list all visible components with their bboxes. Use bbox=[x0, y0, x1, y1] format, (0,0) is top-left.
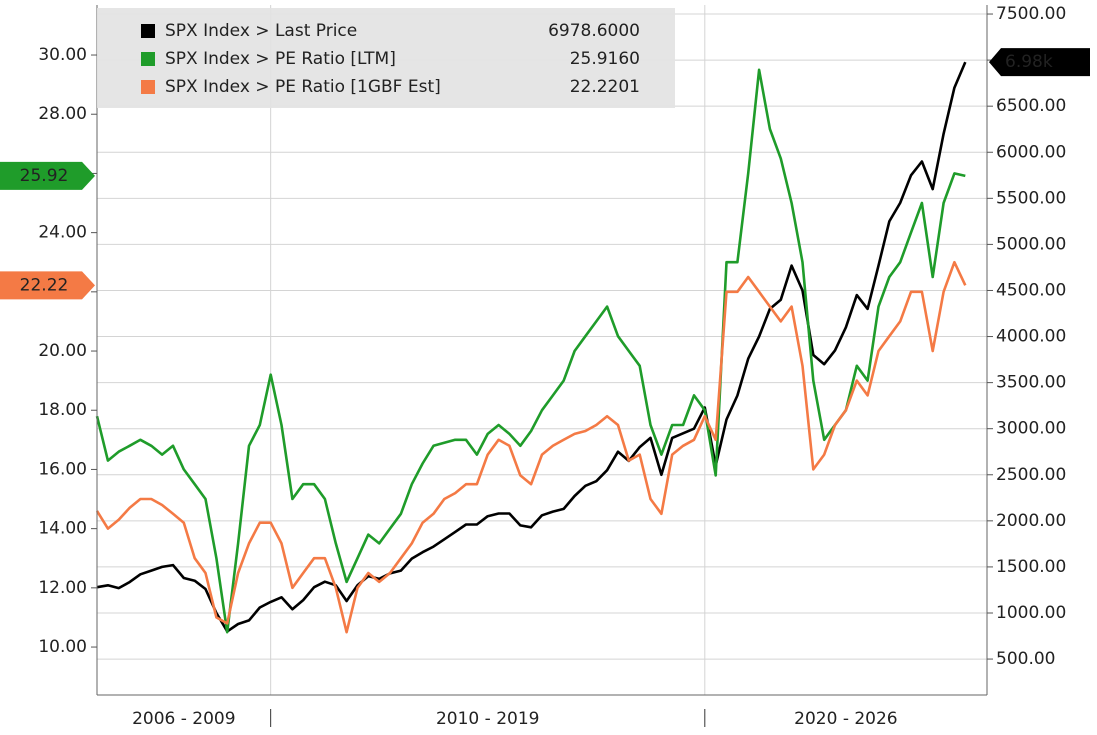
y-tick-label: 30.00 bbox=[38, 45, 87, 65]
y-tick-label: 14.00 bbox=[38, 519, 87, 539]
y2-tick-label: 7500.00 bbox=[996, 4, 1066, 24]
x-period-label: 2006 - 2009 bbox=[132, 709, 235, 729]
y2-tick-label: 3000.00 bbox=[996, 419, 1066, 439]
series-line bbox=[95, 260, 967, 634]
legend-label: SPX Index > PE Ratio [1GBF Est] bbox=[165, 77, 441, 97]
y-tick-label: 10.00 bbox=[38, 637, 87, 657]
legend-items: SPX Index > Last Price 6978.6000 SPX Index… bbox=[141, 21, 640, 97]
legend-value: 22.2201 bbox=[570, 77, 640, 97]
legend-swatch bbox=[141, 24, 155, 38]
value-tag-label: 22.22 bbox=[20, 275, 69, 295]
x-period-label: 2020 - 2026 bbox=[794, 709, 897, 729]
legend-label: SPX Index > PE Ratio [LTM] bbox=[165, 49, 396, 69]
value-tag bbox=[989, 48, 1090, 77]
y-tick-label: 16.00 bbox=[38, 459, 87, 479]
tag-layer: 6.98k 25.92 22.22 bbox=[0, 48, 1090, 300]
legend-swatch bbox=[141, 52, 155, 66]
y2-tick-label: 1000.00 bbox=[996, 603, 1066, 623]
y2-tick-label: 2000.00 bbox=[996, 511, 1066, 531]
x-period-label: 2010 - 2019 bbox=[436, 709, 539, 729]
y2-tick-label: 3500.00 bbox=[996, 373, 1066, 393]
legend-swatch bbox=[141, 80, 155, 94]
line-layer bbox=[95, 61, 967, 634]
value-tag-label: 25.92 bbox=[20, 166, 69, 186]
value-tag bbox=[0, 271, 95, 300]
y2-tick-label: 4500.00 bbox=[996, 280, 1066, 300]
y-tick-label: 12.00 bbox=[38, 578, 87, 598]
y2-tick-label: 1500.00 bbox=[996, 557, 1066, 577]
y-tick-label: 24.00 bbox=[38, 223, 87, 243]
value-tag-label: 6.98k bbox=[1005, 52, 1053, 72]
y2-tick-label: 6000.00 bbox=[996, 142, 1066, 162]
legend-value: 25.9160 bbox=[570, 49, 640, 69]
y2-tick-label: 5000.00 bbox=[996, 234, 1066, 254]
y2-tick-label: 500.00 bbox=[996, 649, 1055, 669]
legend-label: SPX Index > Last Price bbox=[165, 21, 357, 41]
y2-tick-label: 6500.00 bbox=[996, 96, 1066, 116]
y-tick-label: 18.00 bbox=[38, 400, 87, 420]
y2-tick-label: 5500.00 bbox=[996, 188, 1066, 208]
y2-tick-label: 2500.00 bbox=[996, 465, 1066, 485]
y2-tick-label: 4000.00 bbox=[996, 327, 1066, 347]
series-line bbox=[95, 68, 966, 634]
y-tick-label: 28.00 bbox=[38, 104, 87, 124]
series-line bbox=[96, 61, 967, 633]
legend bbox=[97, 8, 675, 108]
legend-value: 6978.6000 bbox=[548, 21, 640, 41]
value-tag bbox=[0, 161, 95, 190]
y-tick-label: 20.00 bbox=[38, 341, 87, 361]
